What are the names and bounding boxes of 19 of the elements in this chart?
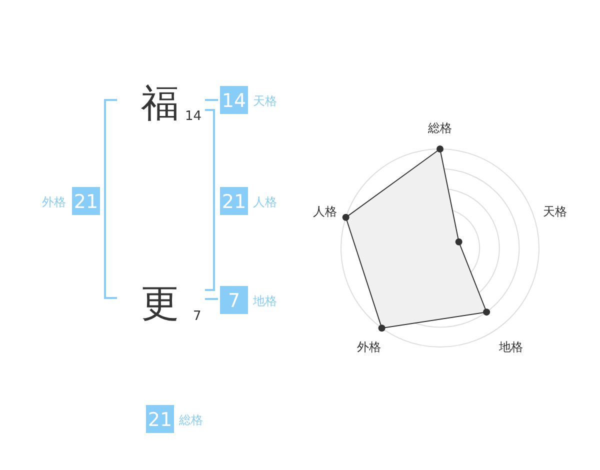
spoke-label: 総格 [427,121,452,135]
spoke-label: 外格 [356,340,381,354]
category-label: 天格 [253,94,277,108]
text: 福 [141,81,179,125]
category-label: 総格 [178,413,203,427]
text: 更 [141,281,179,325]
text: 7 [193,309,202,324]
text: 14 [185,109,202,124]
data-label: 7 [228,290,240,312]
data-label: 14 [222,90,246,112]
data-label: 21 [222,191,246,213]
data-label: 21 [148,409,172,431]
category-label: 外格 [42,195,66,209]
category-label: 地格 [252,294,277,308]
spoke-label: 天格 [543,204,568,219]
spoke-label: 地格 [498,340,524,354]
data-label: 21 [74,191,98,213]
category-label: 人格 [253,195,277,209]
spoke-label: 人格 [312,204,337,219]
